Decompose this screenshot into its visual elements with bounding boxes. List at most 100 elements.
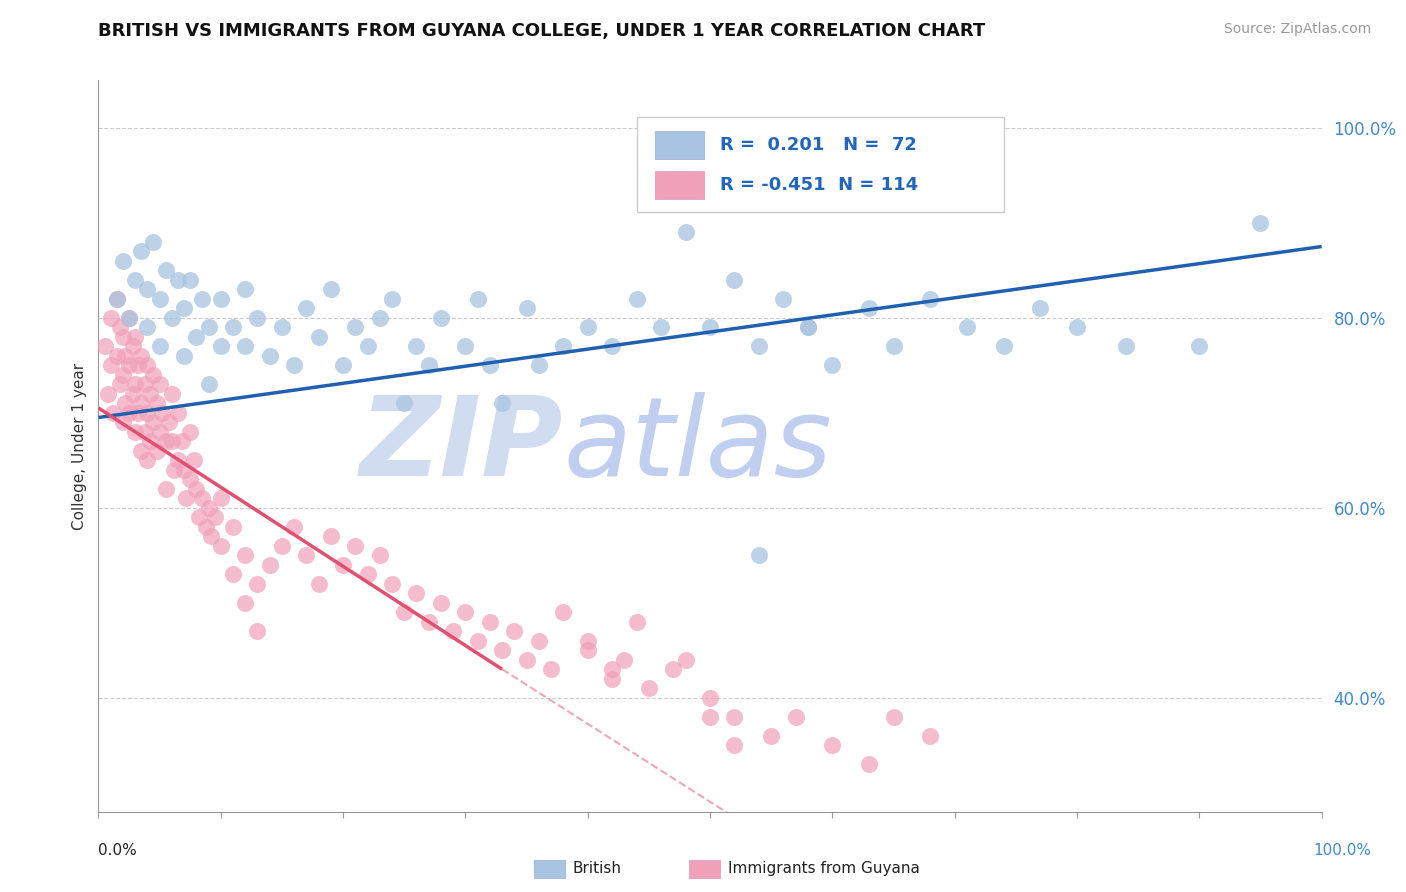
Point xyxy=(142,415,165,429)
Point xyxy=(430,310,453,325)
Point xyxy=(761,729,783,743)
Text: BRITISH VS IMMIGRANTS FROM GUYANA COLLEGE, UNDER 1 YEAR CORRELATION CHART: BRITISH VS IMMIGRANTS FROM GUYANA COLLEG… xyxy=(98,22,986,40)
Point xyxy=(821,358,844,372)
Point xyxy=(121,386,143,401)
Point xyxy=(662,662,685,676)
Text: atlas: atlas xyxy=(564,392,832,500)
Point xyxy=(576,643,599,657)
Point xyxy=(283,358,305,372)
FancyBboxPatch shape xyxy=(655,171,704,199)
Point xyxy=(160,310,183,325)
Point xyxy=(136,358,159,372)
Point xyxy=(127,358,149,372)
Point xyxy=(368,548,391,562)
Point xyxy=(110,320,132,334)
Point xyxy=(283,520,305,534)
Point xyxy=(381,576,404,591)
Y-axis label: College, Under 1 year: College, Under 1 year xyxy=(72,362,87,530)
Point xyxy=(149,377,172,392)
Point xyxy=(157,415,180,429)
Point xyxy=(93,339,115,353)
Point xyxy=(146,443,169,458)
Point xyxy=(626,292,648,306)
Point xyxy=(368,310,391,325)
Point xyxy=(114,396,136,410)
Point xyxy=(1188,339,1211,353)
Point xyxy=(118,406,141,420)
Point xyxy=(797,320,820,334)
Point xyxy=(97,386,120,401)
Text: 0.0%: 0.0% xyxy=(98,843,138,858)
Point xyxy=(222,320,245,334)
Point xyxy=(209,539,232,553)
Point xyxy=(540,662,562,676)
Point xyxy=(176,491,198,506)
Point xyxy=(332,558,354,572)
Point xyxy=(723,738,745,752)
Point xyxy=(186,330,208,344)
Point xyxy=(491,396,513,410)
Text: Source: ZipAtlas.com: Source: ZipAtlas.com xyxy=(1223,22,1371,37)
Point xyxy=(197,320,219,334)
Point xyxy=(356,339,378,353)
Point xyxy=(150,406,173,420)
Point xyxy=(993,339,1015,353)
Point xyxy=(748,339,770,353)
Point xyxy=(699,690,721,705)
Point xyxy=(139,386,162,401)
Point xyxy=(295,548,318,562)
Point xyxy=(100,358,122,372)
Point xyxy=(149,425,172,439)
Point xyxy=(118,310,141,325)
Point xyxy=(956,320,979,334)
Point xyxy=(454,605,477,619)
Point xyxy=(100,310,122,325)
Point xyxy=(637,681,661,696)
Point xyxy=(576,320,599,334)
Point xyxy=(134,425,156,439)
FancyBboxPatch shape xyxy=(637,117,1004,212)
Point xyxy=(204,510,226,524)
Point xyxy=(222,520,245,534)
Point xyxy=(797,320,820,334)
Point xyxy=(527,358,550,372)
Point xyxy=(319,529,342,543)
Point xyxy=(1029,301,1052,316)
Point xyxy=(118,310,141,325)
Point xyxy=(197,377,219,392)
Point xyxy=(441,624,464,639)
Point xyxy=(129,396,152,410)
Text: ZIP: ZIP xyxy=(360,392,564,500)
Point xyxy=(259,558,281,572)
Point xyxy=(136,320,159,334)
Point xyxy=(146,396,169,410)
Point xyxy=(675,225,697,239)
Point xyxy=(183,453,205,467)
Point xyxy=(149,339,172,353)
Point xyxy=(858,757,880,772)
Point xyxy=(332,358,354,372)
Point xyxy=(576,633,599,648)
Point xyxy=(121,339,143,353)
Point xyxy=(821,738,844,752)
Point xyxy=(160,386,183,401)
Point xyxy=(233,596,256,610)
Point xyxy=(344,320,367,334)
Point xyxy=(142,235,165,249)
Point xyxy=(662,178,685,192)
Point xyxy=(191,491,214,506)
Text: 100.0%: 100.0% xyxy=(1313,843,1371,858)
Point xyxy=(149,292,172,306)
Point xyxy=(430,596,453,610)
Point xyxy=(454,339,477,353)
Point xyxy=(233,548,256,562)
Point xyxy=(129,349,152,363)
Point xyxy=(467,292,489,306)
Point xyxy=(515,653,537,667)
Point xyxy=(270,539,294,553)
Point xyxy=(105,349,128,363)
Point xyxy=(392,396,416,410)
Point xyxy=(179,273,201,287)
Point xyxy=(600,662,623,676)
Point xyxy=(111,368,134,382)
